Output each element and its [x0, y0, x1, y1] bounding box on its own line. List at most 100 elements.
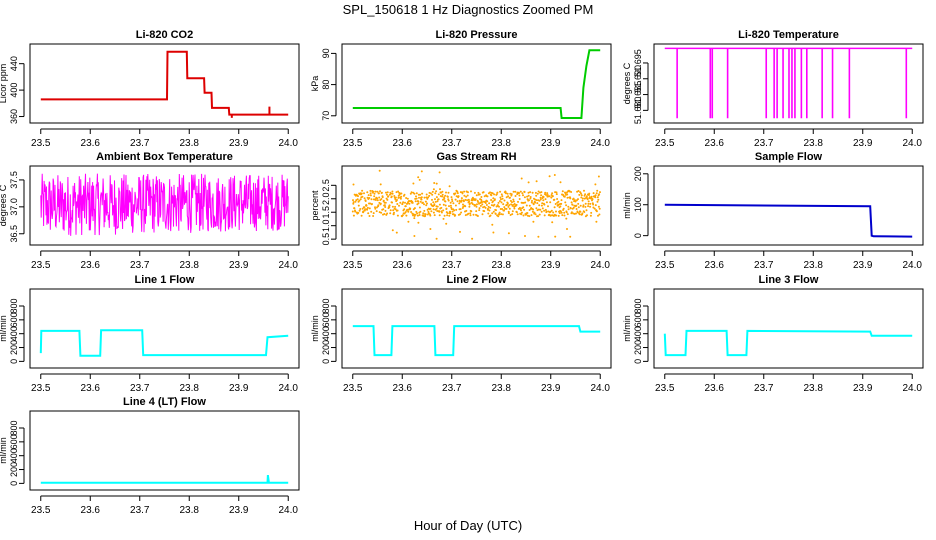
data-point — [491, 223, 494, 226]
data-point — [400, 195, 403, 198]
data-point — [520, 213, 523, 216]
data-point — [569, 197, 572, 200]
data-point — [499, 190, 502, 193]
data-point — [590, 211, 593, 214]
data-point — [403, 193, 406, 196]
data-point — [384, 201, 387, 204]
data-point — [463, 190, 466, 193]
data-point — [524, 201, 527, 204]
data-point — [594, 183, 597, 186]
data-point — [571, 203, 574, 206]
data-point — [433, 214, 436, 217]
x-tick-label: 23.6 — [393, 138, 413, 149]
y-tick-label: 90 — [321, 48, 331, 58]
data-point — [378, 169, 381, 172]
plot-area — [663, 329, 913, 357]
plot-frame — [341, 288, 612, 369]
data-point — [454, 204, 457, 207]
x-tick-label: 23.6 — [705, 260, 725, 271]
x-tick-label: 23.5 — [31, 383, 51, 394]
y-tick-label: 800 — [9, 298, 19, 313]
data-point — [432, 211, 435, 214]
data-point — [467, 198, 470, 201]
y-tick-label: 70 — [321, 111, 331, 121]
data-point — [512, 190, 515, 193]
data-point — [459, 230, 461, 233]
data-point — [456, 192, 459, 195]
data-point — [403, 208, 406, 211]
data-point — [389, 212, 392, 215]
data-point — [532, 220, 535, 223]
data-point — [499, 196, 502, 199]
data-point — [435, 182, 438, 185]
data-point — [388, 206, 391, 209]
data-point — [431, 193, 434, 196]
data-point — [503, 199, 506, 202]
y-axis: 0 100 200 — [633, 166, 649, 238]
data-point — [366, 191, 369, 194]
y-tick-label: 2.0 — [321, 193, 331, 206]
data-point — [510, 193, 513, 196]
data-point — [555, 214, 558, 217]
data-point — [394, 198, 397, 201]
data-point — [354, 200, 357, 203]
data-point — [595, 192, 598, 195]
data-point — [505, 207, 508, 210]
data-point — [550, 196, 553, 199]
data-point — [432, 208, 435, 211]
y-tick-label: 0 — [321, 359, 331, 364]
data-point — [548, 195, 551, 198]
data-point — [597, 205, 600, 208]
data-point — [406, 197, 409, 200]
series-line — [664, 203, 913, 238]
x-tick-label: 24.0 — [279, 260, 299, 271]
data-point — [530, 214, 533, 217]
data-point — [420, 196, 423, 199]
data-point — [448, 185, 451, 188]
y-tick-label: 51.680 — [633, 97, 643, 125]
data-point — [528, 204, 531, 207]
data-point — [361, 189, 364, 192]
data-point — [413, 235, 416, 237]
y-tick-label: 2.5 — [321, 179, 331, 192]
data-point — [569, 235, 572, 238]
data-point — [493, 203, 496, 206]
data-point — [440, 211, 443, 214]
data-point — [415, 195, 417, 198]
data-point — [444, 204, 447, 207]
x-tick-label: 23.9 — [853, 138, 873, 149]
data-point — [489, 206, 492, 209]
x-axis: 23.5 23.6 23.7 23.8 23.9 24.0 — [343, 250, 610, 271]
data-point — [415, 210, 418, 213]
data-point — [584, 205, 587, 208]
data-point — [352, 202, 355, 205]
data-point — [422, 212, 425, 215]
data-point — [595, 220, 598, 223]
y-axis-label: ml/min — [622, 192, 632, 219]
data-point — [526, 198, 529, 201]
data-point — [360, 214, 363, 217]
x-axis: 23.5 23.6 23.7 23.8 23.9 24.0 — [343, 128, 610, 149]
data-point — [400, 192, 403, 195]
x-tick-label: 23.7 — [130, 383, 150, 394]
data-point — [356, 198, 359, 201]
data-point — [451, 200, 454, 203]
plot-area — [352, 325, 601, 357]
x-axis: 23.5 23.6 23.7 23.8 23.9 24.0 — [31, 250, 299, 271]
data-point — [467, 191, 469, 194]
y-tick-label: 37.0 — [9, 198, 19, 216]
data-point — [435, 190, 438, 193]
data-point — [494, 212, 497, 215]
data-point — [544, 191, 547, 194]
x-tick-label: 23.9 — [541, 383, 561, 394]
data-point — [376, 199, 379, 202]
data-point — [443, 214, 446, 217]
data-point — [566, 193, 569, 196]
data-point — [581, 197, 584, 200]
data-point — [475, 194, 478, 197]
data-point — [514, 190, 517, 193]
data-point — [445, 191, 447, 194]
data-point — [520, 209, 522, 212]
